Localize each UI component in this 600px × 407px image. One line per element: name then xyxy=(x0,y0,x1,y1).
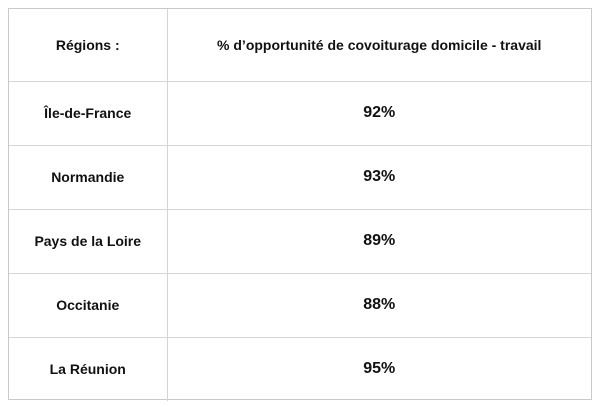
table-row: Occitanie 88% xyxy=(9,272,591,338)
region-cell: La Réunion xyxy=(9,336,168,401)
region-cell: Pays de la Loire xyxy=(9,208,168,274)
table-row: Pays de la Loire 89% xyxy=(9,208,591,274)
header-regions: Régions : xyxy=(9,9,168,82)
table-header-row: Régions : % d’opportunité de covoiturage… xyxy=(9,9,591,82)
table-row: La Réunion 95% xyxy=(9,336,591,401)
carpool-opportunity-table: Régions : % d’opportunité de covoiturage… xyxy=(9,9,591,401)
carpool-table-frame: Régions : % d’opportunité de covoiturage… xyxy=(8,8,592,401)
header-percentage: % d’opportunité de covoiturage domicile … xyxy=(166,9,591,82)
region-cell: Occitanie xyxy=(9,272,168,338)
percentage-cell: 93% xyxy=(166,144,591,210)
table-row: Normandie 93% xyxy=(9,144,591,210)
percentage-cell: 95% xyxy=(166,336,591,401)
region-cell: Île-de-France xyxy=(9,80,168,146)
percentage-cell: 92% xyxy=(166,80,591,146)
region-cell: Normandie xyxy=(9,144,168,210)
table-row: Île-de-France 92% xyxy=(9,80,591,146)
percentage-cell: 89% xyxy=(166,208,591,274)
percentage-cell: 88% xyxy=(166,272,591,338)
